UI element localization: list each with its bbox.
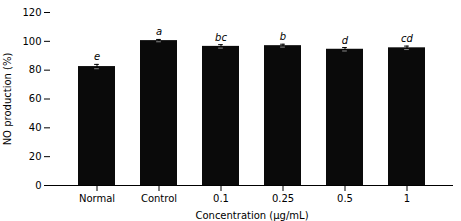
svg-text:bc: bc xyxy=(215,32,227,43)
svg-text:Normal: Normal xyxy=(79,193,115,204)
svg-text:b: b xyxy=(280,31,286,42)
svg-text:0.5: 0.5 xyxy=(337,193,353,204)
svg-text:Concentration (μg/mL): Concentration (μg/mL) xyxy=(195,210,308,221)
svg-text:Control: Control xyxy=(141,193,177,204)
svg-text:0: 0 xyxy=(35,180,41,191)
svg-text:100: 100 xyxy=(22,36,41,47)
svg-text:120: 120 xyxy=(22,7,41,18)
svg-text:80: 80 xyxy=(29,64,42,75)
svg-text:a: a xyxy=(156,26,162,37)
svg-text:1: 1 xyxy=(404,193,410,204)
svg-text:e: e xyxy=(94,51,100,62)
svg-text:NO production (%): NO production (%) xyxy=(2,53,13,146)
svg-text:40: 40 xyxy=(29,122,42,133)
svg-text:60: 60 xyxy=(29,93,42,104)
svg-text:20: 20 xyxy=(29,151,42,162)
svg-text:d: d xyxy=(342,35,349,46)
svg-text:0.25: 0.25 xyxy=(272,193,294,204)
svg-text:cd: cd xyxy=(401,33,413,44)
svg-text:0.1: 0.1 xyxy=(213,193,229,204)
